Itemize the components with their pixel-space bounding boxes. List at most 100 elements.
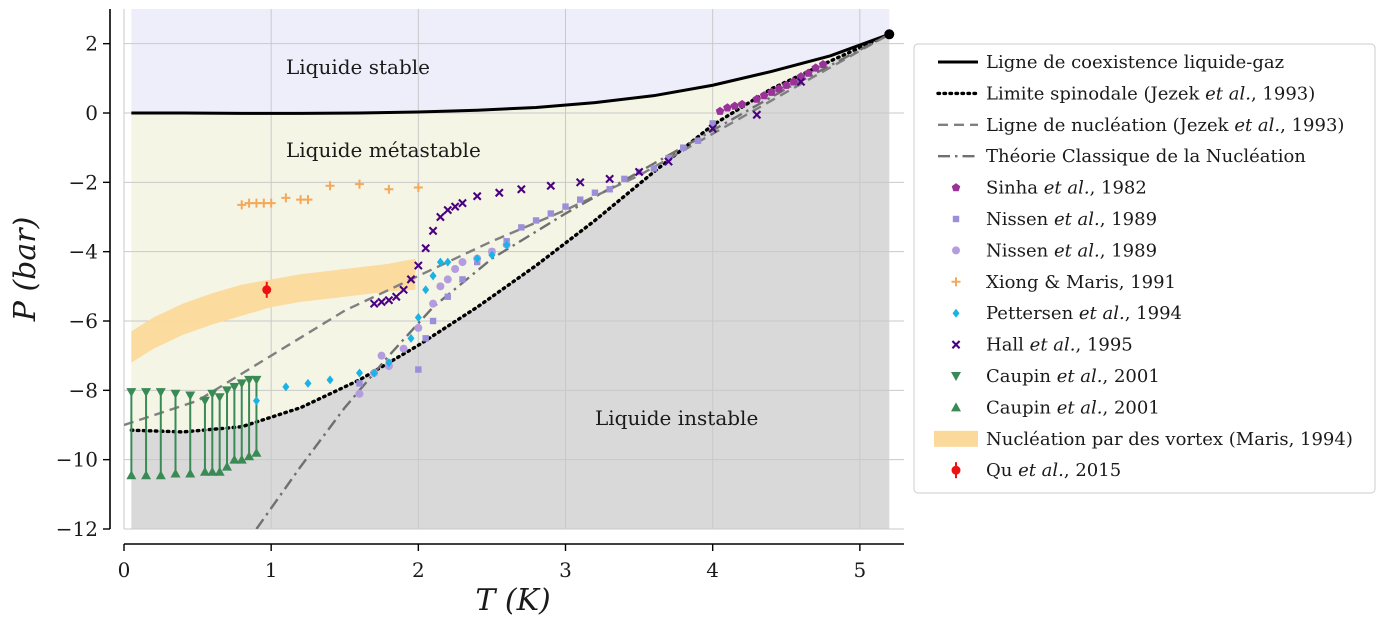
x-tick-label: 2 [412, 558, 425, 582]
pettersen-et-al-1994-point [304, 378, 312, 388]
nissen-et-al-1989-point [562, 203, 569, 210]
hall-et-al-1995-point [605, 174, 615, 184]
hall-et-al-1995-point [436, 212, 445, 222]
caupin-et-al-2001-point [170, 468, 181, 478]
nissen-et-al-1989-point [415, 366, 422, 373]
legend-label-10: Caupin et al., 2001 [986, 366, 1160, 387]
pettersen-et-al-1994-point [436, 257, 444, 267]
curve-line-0 [131, 32, 890, 115]
hall-et-al-1995-point [517, 184, 526, 194]
region-label-metastable: Liquide métastable [286, 138, 481, 162]
nissen-et-al-1989-point [606, 186, 613, 193]
sinha-et-al-1982-point [781, 80, 791, 89]
pettersen-et-al-1994-point [370, 368, 378, 378]
axes [109, 9, 904, 545]
critical-point [884, 29, 895, 40]
legend-swatch-marker-4 [951, 183, 961, 192]
caupin-et-al-2001-point [214, 393, 225, 403]
y-ticks: 2 0 −2 −4 −6 −8 −10 −12 [56, 32, 110, 541]
legend-label-3: Théorie Classique de la Nucléation [986, 146, 1306, 167]
nissen-et-al-1989-point [694, 137, 702, 144]
nissen-et-al-1989-point [577, 196, 584, 203]
nissen-et-al-1989-point [532, 217, 540, 224]
sinha-et-al-1982-point [789, 77, 798, 86]
legend-swatch-marker-7 [951, 277, 961, 287]
hall-et-al-1995-point [634, 167, 644, 177]
xiong-maris-1991-point [266, 198, 276, 208]
caupin-et-al-2001-point [207, 389, 218, 399]
legend-label-8: Pettersen et al., 1994 [986, 303, 1182, 324]
nissen-et-al-1989-point [356, 380, 363, 387]
legend-label-1: Limite spinodale (Jezek et al., 1993) [986, 83, 1315, 104]
sinha-et-al-1982-point [730, 101, 740, 110]
caupin-et-al-2001-point [185, 391, 196, 401]
x-tick-label: 1 [265, 558, 278, 582]
hall-et-al-1995-point [796, 77, 806, 87]
nissen-et-al-1989-point [680, 144, 687, 151]
legend-swatch-marker-5 [952, 215, 960, 223]
caupin-et-al-2001-point [170, 389, 181, 399]
caupin-et-al-2001-point [222, 461, 233, 471]
hall-et-al-1995-point [369, 299, 379, 309]
sinha-et-al-1982-point [723, 103, 732, 112]
pettersen-et-al-1994-point [355, 368, 363, 378]
region-label-stable: Liquide stable [286, 55, 430, 79]
nissen-et-al-1989-point [377, 351, 386, 360]
nissen-et-al-1989-point [709, 120, 716, 127]
sinha-et-al-1982-point [767, 87, 776, 96]
legend-swatch-marker-13 [951, 465, 961, 475]
caupin-et-al-2001-point [199, 396, 210, 406]
pettersen-et-al-1994-point [282, 382, 290, 392]
hall-et-al-1995-point [450, 202, 460, 211]
pettersen-et-al-1994-point [488, 250, 496, 260]
sinha-et-al-1982-point [811, 63, 820, 72]
sinha-et-al-1982-point [818, 59, 828, 69]
caupin-et-al-2001-point [244, 375, 255, 385]
points-layer [126, 29, 895, 480]
nissen-et-al-1989-point [650, 165, 658, 172]
sinha-et-al-1982-point [804, 68, 813, 77]
legend-frame [913, 43, 1376, 494]
legend-label-7: Xiong & Maris, 1991 [986, 272, 1176, 293]
legend-swatch-band [934, 430, 978, 447]
nissen-et-al-1989-point [414, 323, 423, 332]
unstable-region [131, 34, 890, 529]
nissen-et-al-1989-point [422, 335, 429, 342]
nissen-et-al-1989-point [458, 258, 467, 267]
y-tick-label: −12 [56, 517, 98, 541]
nissen-et-al-1989-point [444, 293, 451, 300]
hall-et-al-1995-point [399, 285, 408, 295]
pettersen-et-al-1994-point [407, 333, 415, 343]
nissen-et-al-1989-point [429, 317, 437, 325]
pettersen-et-al-1994-point [385, 358, 393, 368]
caupin-et-al-2001-point [207, 466, 218, 476]
hall-et-al-1995-point [421, 243, 431, 253]
x-tick-label: 4 [706, 558, 719, 582]
hall-et-al-1995-point [458, 198, 467, 208]
caupin-et-al-2001-point [214, 466, 225, 476]
sinha-et-al-1982-point [759, 91, 769, 100]
x-tick-label: 3 [559, 558, 572, 582]
nissen-et-al-1989-point [459, 276, 466, 283]
y-tick-label: −4 [69, 240, 98, 264]
legend-label-6: Nissen et al., 1989 [986, 240, 1157, 261]
pettersen-et-al-1994-point [252, 396, 260, 406]
sinha-et-al-1982-point [752, 94, 762, 103]
sinha-et-al-1982-point [715, 106, 725, 115]
y-tick-label: −2 [69, 170, 98, 194]
caupin-et-al-2001-point [236, 379, 247, 389]
legend-label-13: Qu et al., 2015 [986, 460, 1121, 481]
legend-swatch-marker-9 [951, 340, 961, 349]
caupin-et-al-2001-point [185, 468, 196, 478]
caupin-et-al-2001-point [229, 454, 240, 464]
legend: Ligne de coexistence liquide-gaz Limite s… [913, 43, 1376, 494]
x-axis-label: T (K) [475, 583, 550, 618]
legend-label-11: Caupin et al., 2001 [986, 397, 1160, 418]
pettersen-et-al-1994-point [444, 257, 452, 267]
legend-label-0: Ligne de coexistence liquide-gaz [986, 52, 1284, 73]
x-tick-label: 0 [118, 558, 131, 582]
hall-et-al-1995-point [708, 124, 718, 133]
xiong-maris-1991-point [281, 193, 291, 203]
y-tick-label: 2 [85, 32, 98, 56]
